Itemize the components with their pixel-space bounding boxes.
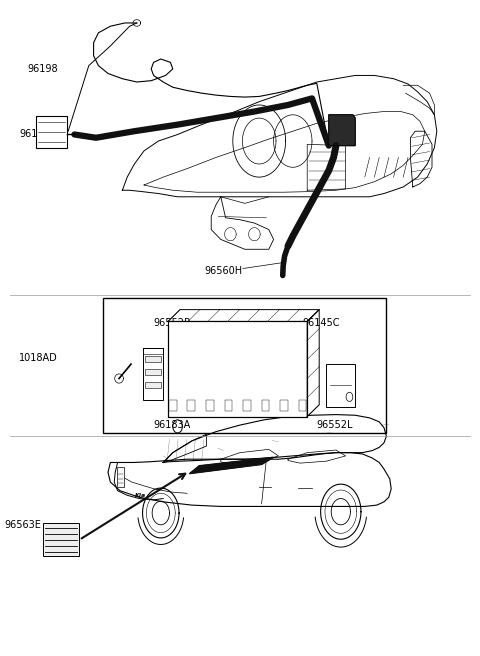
Text: 96552L: 96552L <box>317 420 353 430</box>
Text: 96190Q: 96190Q <box>19 129 58 140</box>
Bar <box>145 382 161 388</box>
Bar <box>145 356 161 362</box>
Bar <box>43 523 79 556</box>
Text: 96183A: 96183A <box>154 420 191 430</box>
Bar <box>299 400 306 411</box>
Text: 96198: 96198 <box>28 64 59 74</box>
Bar <box>169 400 177 411</box>
Bar <box>280 400 288 411</box>
Text: 96560H: 96560H <box>204 266 242 276</box>
Text: 96563E: 96563E <box>5 520 42 530</box>
Bar <box>168 321 307 417</box>
Bar <box>145 369 161 375</box>
Bar <box>326 364 355 407</box>
Bar <box>206 400 214 411</box>
Bar <box>243 400 251 411</box>
Text: 1018AD: 1018AD <box>19 352 58 363</box>
Bar <box>262 400 269 411</box>
Polygon shape <box>190 457 274 474</box>
Bar <box>143 348 163 400</box>
Bar <box>103 298 386 433</box>
Bar <box>36 116 67 148</box>
Text: 96145C: 96145C <box>302 318 340 328</box>
Text: 96552R: 96552R <box>154 318 192 328</box>
Bar <box>225 400 232 411</box>
Bar <box>188 400 195 411</box>
Text: Kia: Kia <box>134 493 146 499</box>
Bar <box>117 467 124 487</box>
Polygon shape <box>329 115 355 146</box>
